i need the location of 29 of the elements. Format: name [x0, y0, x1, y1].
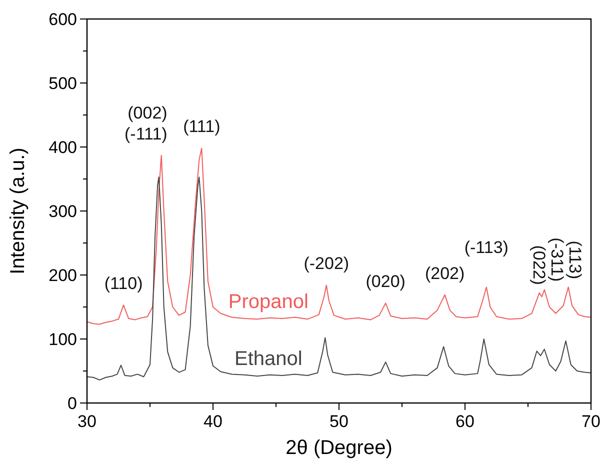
line-series: [86, 148, 592, 325]
annotation: (022): [529, 245, 548, 285]
y-tick-label: 400: [48, 138, 77, 157]
annotation: (110): [104, 274, 143, 294]
x-tick-label: 40: [204, 412, 222, 431]
annotation: (113): [565, 240, 584, 280]
x-tick-label: 50: [330, 412, 348, 431]
y-axis-title: Intensity (a.u.): [7, 148, 29, 274]
annotation: (-202): [304, 254, 350, 274]
y-tick-label: 300: [48, 202, 77, 221]
y-tick-label: 600: [48, 10, 77, 29]
y-tick-label: 500: [48, 74, 77, 93]
x-tick-label: 70: [582, 412, 600, 431]
annotation: (002): [128, 103, 168, 122]
annotation: (111): [183, 117, 220, 136]
x-axis-title: 2θ (Degree): [286, 437, 392, 459]
annotation: (-111): [124, 124, 168, 144]
series-label: Propanol: [228, 290, 308, 313]
annotation: (-113): [464, 238, 508, 257]
y-tick-label: 100: [48, 330, 77, 349]
annotation: (020): [366, 272, 406, 292]
annotation: (-311): [547, 238, 566, 282]
y-tick-label: 200: [48, 266, 77, 285]
line-series: [86, 176, 592, 380]
series-label: Ethanol: [234, 348, 302, 370]
x-tick-label: 60: [456, 412, 474, 431]
x-tick-label: 30: [78, 412, 96, 431]
y-tick-label: 0: [68, 394, 77, 413]
annotation: (202): [424, 264, 465, 283]
